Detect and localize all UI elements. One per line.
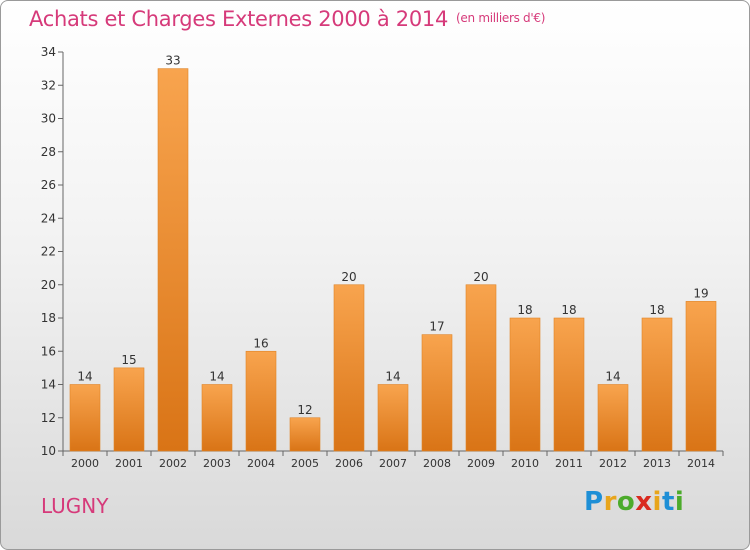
y-tick-label: 12 bbox=[41, 411, 56, 425]
y-tick-label: 30 bbox=[41, 112, 56, 126]
x-tick-label: 2004 bbox=[247, 457, 275, 470]
bar bbox=[113, 367, 145, 452]
bar bbox=[553, 317, 585, 452]
data-label: 19 bbox=[693, 286, 708, 300]
x-tick-label: 2014 bbox=[687, 457, 715, 470]
bar bbox=[245, 350, 277, 452]
data-label: 18 bbox=[517, 303, 532, 317]
bar bbox=[157, 68, 189, 452]
x-tick-label: 2012 bbox=[599, 457, 627, 470]
bar bbox=[641, 317, 673, 452]
x-tick-label: 2006 bbox=[335, 457, 363, 470]
bar bbox=[421, 334, 453, 452]
x-tick-label: 2009 bbox=[467, 457, 495, 470]
data-label: 20 bbox=[341, 270, 356, 284]
bar bbox=[509, 317, 541, 452]
y-tick-label: 20 bbox=[41, 278, 56, 292]
bar bbox=[597, 384, 629, 452]
x-tick-label: 2003 bbox=[203, 457, 231, 470]
x-tick-label: 2010 bbox=[511, 457, 539, 470]
y-tick-label: 14 bbox=[41, 378, 56, 392]
logo-letter: t bbox=[661, 487, 675, 517]
x-tick-label: 2007 bbox=[379, 457, 407, 470]
chart-title: Achats et Charges Externes 2000 à 2014 (e… bbox=[29, 7, 545, 31]
chart-bars bbox=[69, 68, 717, 452]
data-label: 14 bbox=[605, 370, 620, 384]
data-label: 18 bbox=[649, 303, 664, 317]
chart-axes: 10 12 14 16 18 20 22 24 26 28 30 32 34 2000 2001 2002 20… bbox=[41, 45, 724, 470]
logo-letter: o bbox=[616, 487, 636, 517]
chart-title-text: Achats et Charges Externes 2000 à 2014 bbox=[29, 7, 449, 31]
commune-name: LUGNY bbox=[41, 494, 109, 518]
y-tick-label: 24 bbox=[41, 211, 56, 225]
x-tick-label: 2013 bbox=[643, 457, 671, 470]
x-tick-label: 2002 bbox=[159, 457, 187, 470]
bar bbox=[465, 284, 497, 452]
bar bbox=[69, 384, 101, 452]
data-label: 14 bbox=[209, 370, 224, 384]
bar bbox=[685, 301, 717, 452]
logo-letter: x bbox=[635, 487, 653, 517]
y-tick-label: 26 bbox=[41, 178, 56, 192]
bar bbox=[289, 417, 321, 452]
y-tick-label: 22 bbox=[41, 245, 56, 259]
y-tick-label: 18 bbox=[41, 311, 56, 325]
data-label: 16 bbox=[253, 336, 268, 350]
y-tick-label: 28 bbox=[41, 145, 56, 159]
y-tick-label: 32 bbox=[41, 78, 56, 92]
logo-letter: P bbox=[584, 487, 604, 517]
chart-subtitle: (en milliers d'€) bbox=[456, 11, 546, 25]
y-tick-label: 10 bbox=[41, 444, 56, 458]
y-tick-label: 34 bbox=[41, 45, 56, 59]
bar bbox=[201, 384, 233, 452]
data-label: 14 bbox=[77, 370, 92, 384]
data-label: 15 bbox=[121, 353, 136, 367]
y-tick-label: 16 bbox=[41, 344, 56, 358]
logo-letter: i bbox=[674, 487, 685, 517]
data-label: 33 bbox=[165, 54, 180, 68]
logo-letter: r bbox=[603, 487, 617, 517]
logo-letter: i bbox=[652, 487, 662, 517]
data-label: 12 bbox=[297, 403, 312, 417]
data-label: 14 bbox=[385, 370, 400, 384]
bar bbox=[377, 384, 409, 452]
data-label: 20 bbox=[473, 270, 488, 284]
data-label: 17 bbox=[429, 320, 444, 334]
proxiti-logo[interactable]: Proxiti bbox=[584, 487, 684, 517]
bar bbox=[333, 284, 365, 452]
data-label: 18 bbox=[561, 303, 576, 317]
chart-data-labels: 14 15 33 14 16 12 20 14 17 20 18 18 14 18 19 bbox=[77, 54, 708, 417]
x-tick-label: 2005 bbox=[291, 457, 319, 470]
x-tick-label: 2008 bbox=[423, 457, 451, 470]
x-tick-label: 2011 bbox=[555, 457, 583, 470]
x-tick-label: 2000 bbox=[71, 457, 99, 470]
x-tick-label: 2001 bbox=[115, 457, 143, 470]
